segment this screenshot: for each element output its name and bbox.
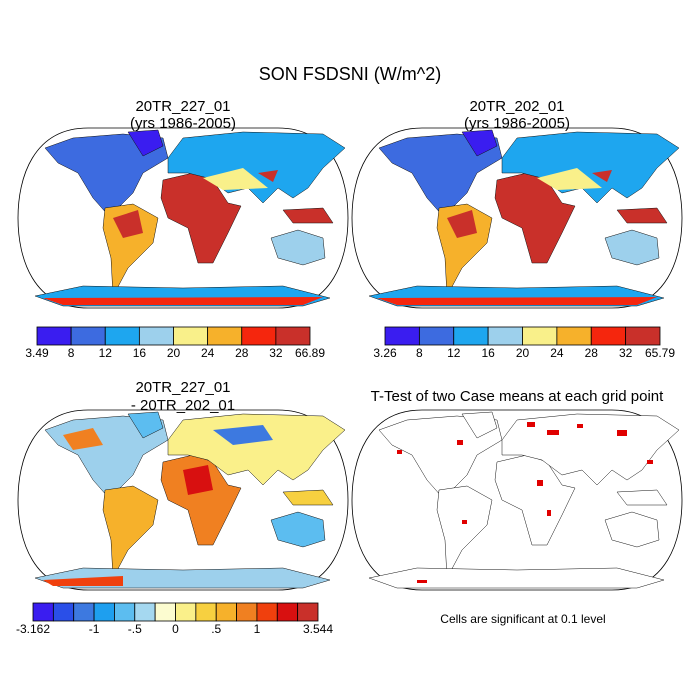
panel-title: 20TR_202_01: [469, 98, 564, 115]
panel-title: (yrs 1986-2005): [464, 115, 570, 132]
colorbar-label: 12: [447, 346, 461, 360]
colorbar-swatch: [114, 602, 136, 622]
colorbar-label: 20: [167, 346, 181, 360]
colorbar-label: 65.79: [645, 346, 675, 360]
colorbar-label: -.5: [128, 622, 142, 636]
panel-title: T-Test of two Case means at each grid po…: [371, 388, 664, 405]
colorbar-label: 1: [254, 622, 261, 636]
figure-title: SON FSDSNI (W/m^2): [259, 64, 441, 84]
colorbar-swatch: [384, 326, 420, 346]
colorbar-label: 0: [172, 622, 179, 636]
colorbar-label: 16: [133, 346, 147, 360]
footnote: Cells are significant at 0.1 level: [440, 612, 605, 626]
colorbar-swatch: [32, 602, 54, 622]
map-panel: [17, 127, 349, 309]
colorbar-label: 24: [201, 346, 215, 360]
colorbar-label: 3.26: [373, 346, 397, 360]
colorbar-label: 20: [516, 346, 530, 360]
colorbar-swatch: [625, 326, 661, 346]
panel-title: - 20TR_202_01: [131, 397, 235, 414]
colorbar-label: 3.544: [303, 622, 333, 636]
colorbar-swatch: [275, 326, 311, 346]
colorbar-swatch: [453, 326, 489, 346]
colorbar-swatch: [487, 326, 523, 346]
map-panel: [351, 409, 683, 591]
colorbar-swatch: [175, 602, 197, 622]
colorbar-swatch: [207, 326, 243, 346]
colorbar-swatch: [138, 326, 174, 346]
colorbar-swatch: [104, 326, 140, 346]
colorbar-swatch: [195, 602, 217, 622]
colorbar-label: 8: [68, 346, 75, 360]
colorbar-swatch: [70, 326, 106, 346]
colorbar-label: 66.89: [295, 346, 325, 360]
colorbar-swatch: [256, 602, 278, 622]
colorbar-swatch: [93, 602, 115, 622]
colorbar-swatch: [36, 326, 72, 346]
colorbar-swatch: [276, 602, 299, 622]
colorbar-swatch: [590, 326, 627, 346]
panel-title: 20TR_227_01: [135, 379, 230, 396]
colorbar-label: 12: [99, 346, 113, 360]
colorbar-label: 24: [550, 346, 564, 360]
colorbar-swatch: [173, 326, 209, 346]
map-panel: [17, 409, 349, 591]
colorbar-swatch: [73, 602, 95, 622]
panel-titles: 20TR_227_01 (yrs 1986-2005) 20TR_202_01 …: [130, 98, 664, 414]
colorbar-label: -3.162: [16, 622, 50, 636]
colorbar-label: 32: [619, 346, 633, 360]
colorbar-label: 3.49: [25, 346, 49, 360]
colorbar-swatch: [134, 602, 156, 622]
colorbar-swatch: [236, 602, 258, 622]
colorbar-swatch: [241, 326, 277, 346]
map-panel: [351, 127, 683, 309]
colorbar-label: 28: [235, 346, 249, 360]
panel-title: 20TR_227_01: [135, 98, 230, 115]
colorbar-label: -1: [89, 622, 100, 636]
colorbar-label: 32: [269, 346, 283, 360]
panel-title: (yrs 1986-2005): [130, 115, 236, 132]
colorbar-label: .5: [211, 622, 221, 636]
colorbar-label: 16: [481, 346, 495, 360]
colorbar-swatch: [297, 602, 319, 622]
colorbar-swatch: [52, 602, 75, 622]
colorbar-swatch: [418, 326, 455, 346]
colorbar-swatch: [522, 326, 558, 346]
colorbar-label: 28: [585, 346, 599, 360]
colorbar-swatch: [556, 326, 592, 346]
colorbar-swatch: [154, 602, 176, 622]
colorbar-swatch: [215, 602, 237, 622]
colorbar-label: 8: [416, 346, 423, 360]
